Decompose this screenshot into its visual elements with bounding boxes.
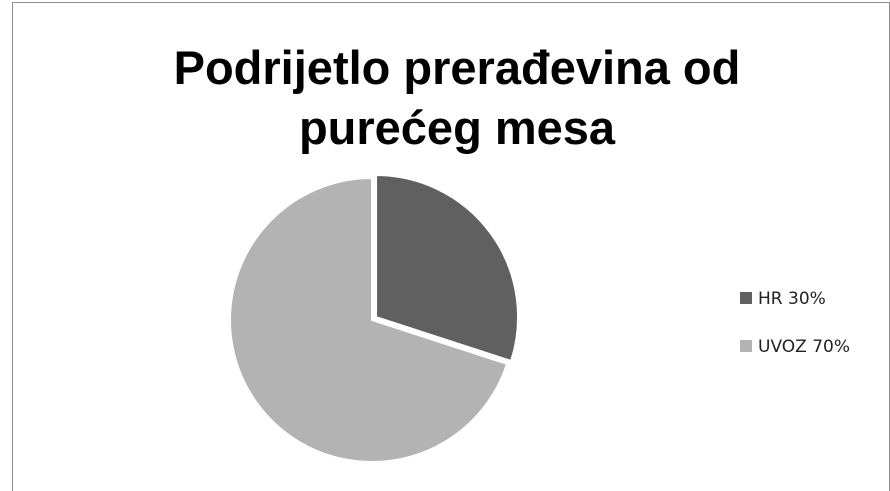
chart-title: purećeg mesa [299,101,616,154]
chart-title: Podrijetlo prerađevina od [174,41,741,94]
legend-swatch [740,292,752,304]
pie-slice [229,176,509,463]
legend-label: HR 30% [758,289,826,309]
pie-slice [375,174,519,363]
legend-swatch [740,340,752,352]
legend-label: UVOZ 70% [758,337,850,357]
